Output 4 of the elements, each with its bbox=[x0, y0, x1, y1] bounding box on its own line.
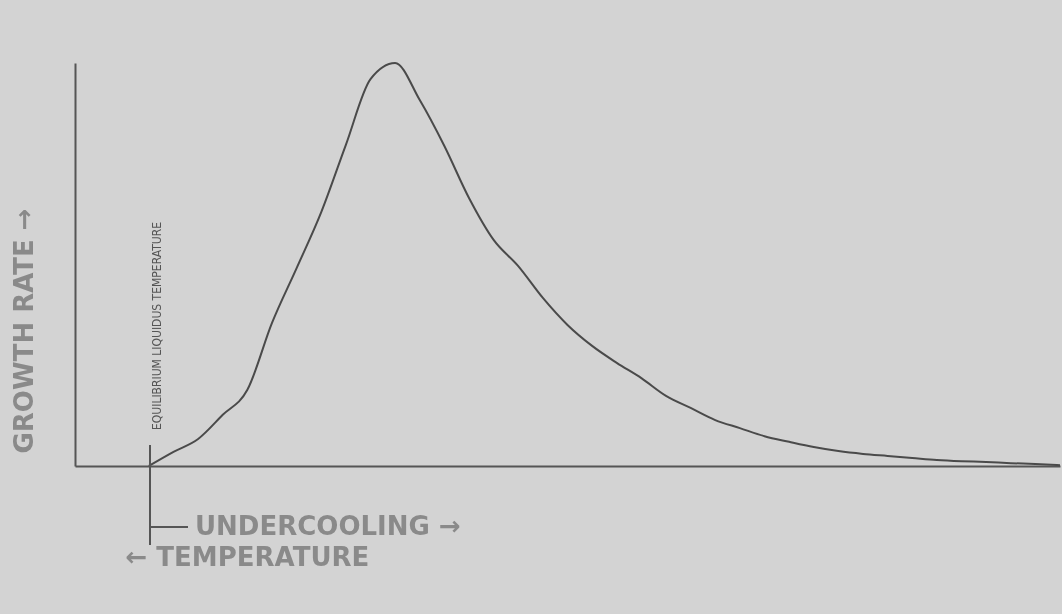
x-axis-title: ← TEMPERATURE bbox=[125, 541, 370, 572]
annotation: EQUILIBRIUM LIQUIDUS TEMPERATURE bbox=[150, 222, 164, 430]
text: UNDERCOOLING → bbox=[195, 511, 461, 541]
y-axis-title: GROWTH RATE → bbox=[8, 208, 39, 454]
